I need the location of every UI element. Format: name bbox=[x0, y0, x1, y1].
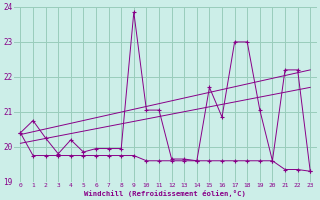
X-axis label: Windchill (Refroidissement éolien,°C): Windchill (Refroidissement éolien,°C) bbox=[84, 190, 246, 197]
